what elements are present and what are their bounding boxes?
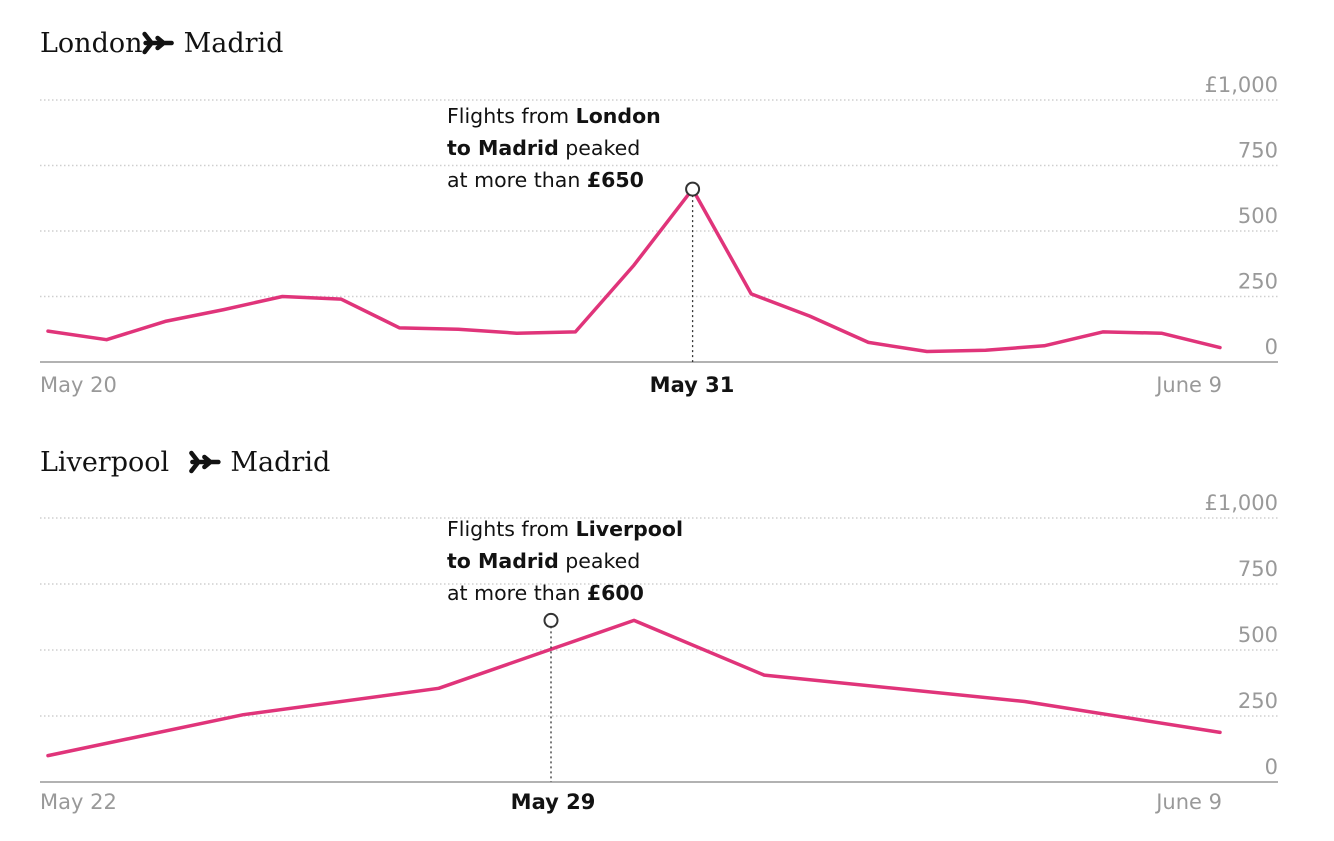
chart-title: London xyxy=(40,28,143,59)
title-destination: Madrid xyxy=(230,447,330,478)
peak-annotation: Flights from London to Madrid peaked at mo… xyxy=(447,104,661,192)
y-tick-label: 0 xyxy=(1265,755,1278,779)
x-tick-label: June 9 xyxy=(1154,790,1222,814)
annotation-segment: Flights from xyxy=(447,104,576,128)
chart-panel-2: Liverpool Madrid £1,000 750 500 250 0 May 22 May… xyxy=(40,447,1278,814)
y-tick-label: £1,000 xyxy=(1205,73,1278,97)
y-tick-label: 250 xyxy=(1238,689,1278,713)
title-destination: Madrid xyxy=(184,28,284,59)
y-tick-label: 500 xyxy=(1238,204,1278,228)
annotation-segment: to Madrid xyxy=(447,549,559,573)
annotation-segment: £600 xyxy=(587,581,644,605)
peak-marker xyxy=(685,181,701,197)
y-tick-label: 0 xyxy=(1265,335,1278,359)
x-tick-label: May 29 xyxy=(511,790,596,814)
annotation-segment: £650 xyxy=(587,168,644,192)
title-origin: Liverpool xyxy=(40,447,169,478)
chart-title: Liverpool xyxy=(40,447,169,478)
y-tick-label: £1,000 xyxy=(1205,491,1278,515)
x-tick-label: May 22 xyxy=(40,790,117,814)
annotation-segment: at more than xyxy=(447,168,587,192)
x-tick-label: May 20 xyxy=(40,373,117,397)
plane-icon xyxy=(142,31,174,55)
annotation-segment: at more than xyxy=(447,581,587,605)
y-tick-label: 500 xyxy=(1238,623,1278,647)
peak-marker xyxy=(543,612,559,628)
peak-annotation: Flights from Liverpool to Madrid peaked at… xyxy=(447,517,683,605)
y-tick-label: 250 xyxy=(1238,270,1278,294)
annotation-segment: to Madrid xyxy=(447,136,559,160)
annotation-segment: London xyxy=(576,104,661,128)
chart-panel-1: London Madrid £1,000 750 500 250 0 May 20 May 31… xyxy=(40,28,1278,397)
y-tick-label: 750 xyxy=(1238,557,1278,581)
annotation-segment: Flights from xyxy=(447,517,576,541)
series-line xyxy=(46,618,1222,758)
annotation-segment: peaked xyxy=(559,136,640,160)
x-tick-label: June 9 xyxy=(1154,373,1222,397)
y-tick-label: 750 xyxy=(1238,139,1278,163)
plane-icon xyxy=(189,450,221,474)
series-line xyxy=(46,187,1222,354)
annotation-segment: Liverpool xyxy=(576,517,683,541)
annotation-segment: peaked xyxy=(559,549,640,573)
title-origin: London xyxy=(40,28,143,59)
x-tick-label: May 31 xyxy=(650,373,735,397)
